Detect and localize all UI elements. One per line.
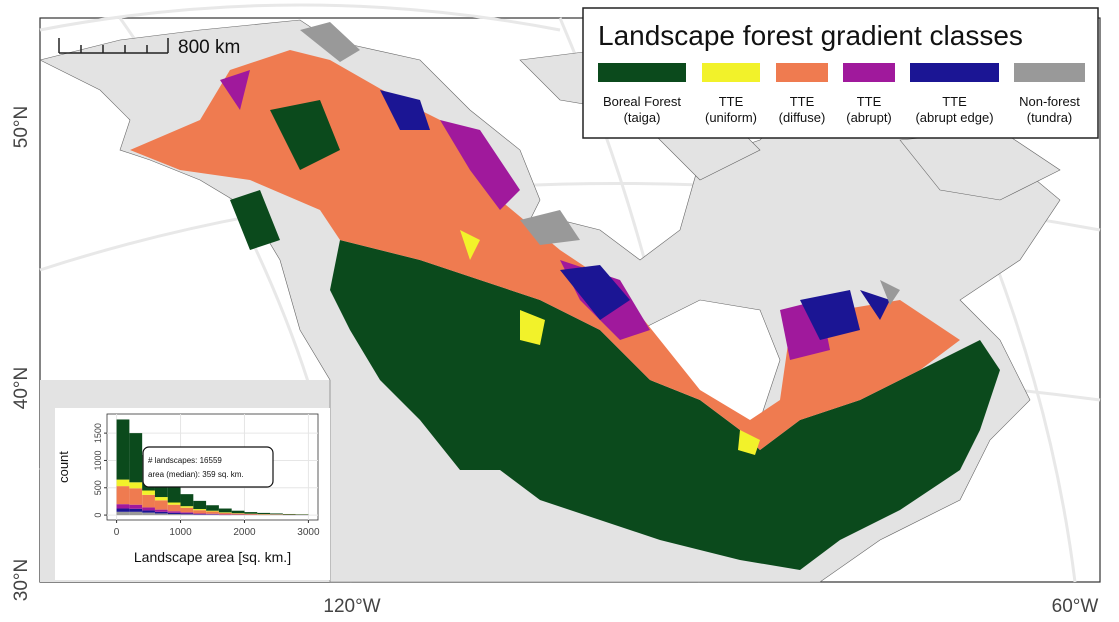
boreal-region xyxy=(330,240,1000,570)
histogram-segment xyxy=(193,510,207,514)
histogram-segment xyxy=(218,512,232,515)
legend-label: (tundra) xyxy=(1027,110,1073,125)
legend-label: Non-forest xyxy=(1019,94,1080,109)
histogram-segment xyxy=(206,513,219,515)
histogram-segment xyxy=(193,514,207,515)
legend-label: (taiga) xyxy=(624,110,661,125)
longitude-label: 60°W xyxy=(1052,596,1099,617)
legend-label: (uniform) xyxy=(705,110,757,125)
histogram-segment xyxy=(129,511,143,516)
histogram-segment xyxy=(244,513,258,515)
histogram-segment xyxy=(193,513,207,515)
legend-swatch xyxy=(1014,63,1085,82)
abrupt-edge-region xyxy=(380,90,890,340)
histogram-segment xyxy=(167,513,181,516)
histogram-segment xyxy=(129,433,143,483)
legend-label: TTE xyxy=(857,94,882,109)
y-tick-label: 1500 xyxy=(93,423,103,443)
legend-title: Landscape forest gradient classes xyxy=(598,20,1023,51)
histogram-segment xyxy=(129,508,143,512)
latitude-label: 50°N xyxy=(11,106,32,148)
legend-swatch xyxy=(598,63,686,82)
histogram-segment xyxy=(116,504,130,509)
histogram-segment xyxy=(154,509,168,512)
histogram-segment xyxy=(180,512,194,514)
histogram-segment xyxy=(206,510,219,512)
legend-label: Boreal Forest xyxy=(603,94,681,109)
legend-label: TTE xyxy=(942,94,967,109)
histogram-segment xyxy=(180,514,194,516)
histogram-segment xyxy=(116,419,130,480)
scale-bar xyxy=(58,38,169,54)
latitude-label: 40°N xyxy=(11,367,32,409)
histogram-segment xyxy=(218,508,232,513)
histogram-segment xyxy=(154,511,168,514)
longitude-label: 120°W xyxy=(323,596,380,617)
histogram-segment xyxy=(206,511,219,514)
histogram-segment xyxy=(154,513,168,516)
histogram-segment xyxy=(270,513,283,515)
histogram-segment xyxy=(116,486,130,505)
histogram-segment xyxy=(231,513,245,515)
legend-swatch xyxy=(910,63,999,82)
legend-swatch xyxy=(776,63,828,82)
x-tick-label: 0 xyxy=(114,527,120,538)
histogram-segment xyxy=(244,512,258,514)
scale-bar-label: 800 km xyxy=(178,37,240,58)
histogram-segment xyxy=(142,512,155,516)
histogram-segment xyxy=(142,507,155,511)
histogram-segment xyxy=(129,488,143,505)
histogram-segment xyxy=(180,513,194,515)
histogram-segment xyxy=(206,505,219,511)
histogram-segment xyxy=(116,508,130,512)
histogram-segment xyxy=(218,512,232,513)
y-tick-label: 1000 xyxy=(93,450,103,470)
histogram-segment xyxy=(257,512,271,515)
legend-items: Boreal Forest(taiga)TTE(uniform)TTE(diff… xyxy=(598,63,1085,125)
y-axis-label: count xyxy=(56,451,71,483)
legend-label: TTE xyxy=(719,94,744,109)
legend-swatch xyxy=(843,63,895,82)
histogram-segment xyxy=(180,494,194,507)
inset-histogram: 0 500 1000 1500 0 1000 2000 3000 count Landscape … xyxy=(56,413,320,565)
histogram-segment xyxy=(193,500,207,510)
latitude-label: 30°N xyxy=(11,559,32,601)
boreal-patches xyxy=(230,100,340,250)
annotation-text: area (median): 359 sq. km. xyxy=(148,470,244,479)
histogram-segment xyxy=(193,509,207,511)
y-tick-label: 500 xyxy=(93,480,103,495)
annotation-box xyxy=(142,446,274,488)
y-tick-label: 0 xyxy=(93,513,103,518)
histogram-segment xyxy=(129,504,143,509)
legend-label: TTE xyxy=(790,94,815,109)
histogram-segment xyxy=(180,507,194,513)
legend-label: (abrupt) xyxy=(846,110,892,125)
x-axis-label: Landscape area [sq. km.] xyxy=(134,549,291,565)
legend-label: (abrupt edge) xyxy=(915,110,993,125)
histogram-segment xyxy=(167,511,181,513)
histogram-segment xyxy=(154,500,168,510)
histogram-segment xyxy=(231,510,245,514)
histogram-segment xyxy=(142,494,155,508)
histogram-segment xyxy=(282,513,296,515)
histogram-segment xyxy=(129,482,143,489)
histogram-segment xyxy=(116,479,130,487)
histogram-segment xyxy=(167,502,181,505)
histogram-segment xyxy=(116,511,130,516)
legend-label: (diffuse) xyxy=(779,110,826,125)
x-tick-label: 1000 xyxy=(169,527,192,538)
histogram-segment xyxy=(167,512,181,514)
histogram-segment xyxy=(180,506,194,508)
histogram-segment xyxy=(142,490,155,495)
x-tick-label: 2000 xyxy=(233,527,256,538)
histogram-segment xyxy=(167,485,181,503)
legend-swatch xyxy=(702,63,760,82)
histogram-segment xyxy=(154,497,168,501)
histogram-segment xyxy=(142,510,155,513)
histogram-segment xyxy=(167,504,181,512)
annotation-text: # landscapes: 16559 xyxy=(148,456,222,465)
x-tick-label: 3000 xyxy=(297,527,320,538)
